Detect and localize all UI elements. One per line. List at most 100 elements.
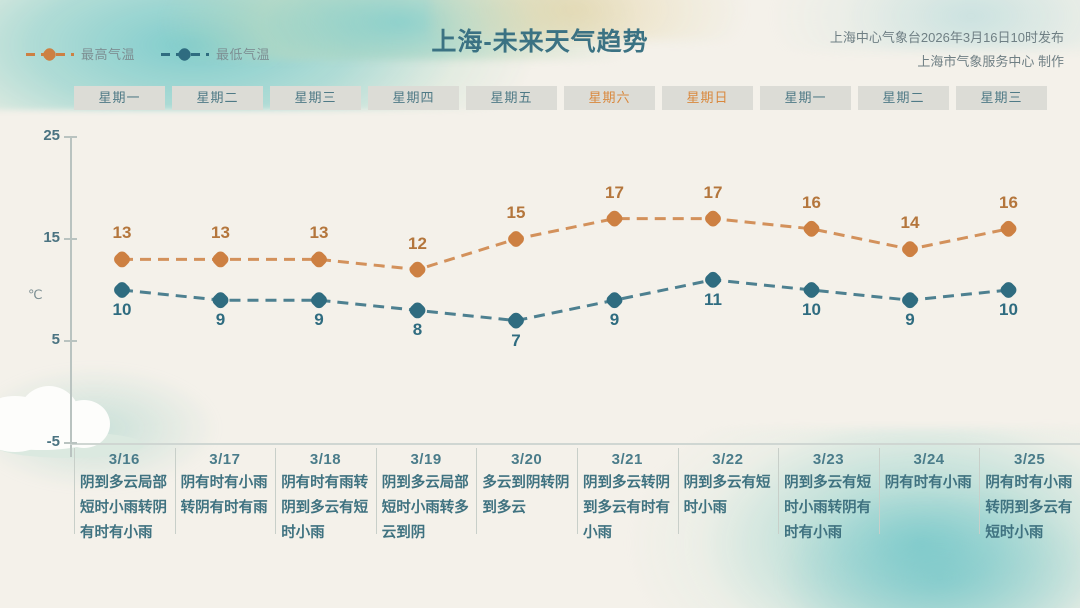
column-separator (375, 448, 377, 534)
series-line (122, 217, 1009, 272)
forecast-description: 阴到多云局部短时小雨转多云到阴 (381, 475, 469, 541)
column-separator (677, 448, 679, 534)
data-point-marker[interactable] (900, 290, 920, 310)
weekday-tab[interactable]: 星期五 (466, 86, 557, 110)
forecast-column: 3/19 阴到多云局部短时小雨转多云到阴 (375, 446, 477, 608)
x-axis-baseline (70, 443, 1080, 445)
column-separator (476, 448, 478, 534)
data-point-value: 10 (999, 300, 1018, 319)
data-point-marker[interactable] (210, 249, 230, 269)
forecast-description: 阴到多云转阴到多云有时有小雨 (582, 475, 670, 541)
forecast-date: 3/22 (712, 451, 744, 468)
forecast-description: 阴到多云有短时小雨 (683, 475, 771, 516)
weekday-tab[interactable]: 星期三 (270, 86, 361, 110)
data-point-marker[interactable] (900, 239, 920, 259)
data-point-marker[interactable] (407, 259, 427, 279)
data-point-marker[interactable] (801, 219, 821, 239)
forecast-column: 3/25 阴有时有小雨转阴到多云有短时小雨 (979, 446, 1080, 608)
data-point-marker[interactable] (998, 280, 1018, 300)
weekday-tab[interactable]: 星期一 (760, 86, 851, 110)
data-point-marker[interactable] (506, 229, 526, 249)
data-point-value: 16 (802, 192, 821, 212)
y-axis-tick-label: 5 (51, 331, 60, 348)
y-axis-tick-mark (64, 238, 77, 240)
data-point-marker[interactable] (703, 208, 723, 228)
data-point-value: 16 (999, 192, 1018, 212)
forecast-column: 3/24 阴有时有小雨 (878, 446, 980, 608)
legend-item-low: 最低气温 (161, 44, 270, 63)
chart-legend: 最高气温 最低气温 (26, 44, 270, 63)
y-axis-tick-mark (64, 136, 77, 138)
forecast-date: 3/25 (1014, 451, 1046, 468)
y-axis-tick-label: 25 (43, 127, 60, 144)
forecast-column: 3/21 阴到多云转阴到多云有时有小雨 (576, 446, 678, 608)
data-point-marker[interactable] (604, 208, 624, 228)
column-separator (74, 448, 75, 534)
weekday-tab[interactable]: 星期二 (858, 86, 949, 110)
forecast-column: 3/16 阴到多云局部短时小雨转阴有时有小雨 (74, 446, 175, 608)
data-point-value: 12 (408, 233, 427, 253)
temperature-chart: ℃ 25 15 5 -5 13 13 13 12 15 17 17 16 14 16 10 9 9 8 7 9 11 1… (0, 125, 1080, 457)
data-point-marker[interactable] (801, 280, 821, 300)
data-point-marker[interactable] (112, 280, 132, 300)
weekday-tab[interactable]: 星期日 (662, 86, 753, 110)
data-point-marker[interactable] (506, 310, 526, 330)
issuer-line-2: 上海市气象服务中心 制作 (917, 54, 1064, 69)
data-point-marker[interactable] (112, 249, 132, 269)
y-axis-line (70, 137, 72, 457)
issuer-line-1: 上海中心气象台2026年3月16日10时发布 (829, 30, 1064, 45)
y-axis-tick-mark (64, 340, 77, 342)
forecast-date: 3/21 (611, 451, 643, 468)
data-point-value: 17 (605, 182, 624, 202)
forecast-description: 阴有时有小雨转阴有时有雨 (180, 475, 268, 516)
data-point-marker[interactable] (604, 290, 624, 310)
y-axis-tick-label: -5 (46, 433, 60, 450)
column-separator (576, 448, 578, 534)
data-point-marker[interactable] (703, 270, 723, 290)
forecast-description: 阴有时有小雨 (884, 475, 972, 491)
forecast-date: 3/24 (913, 451, 945, 468)
data-point-marker[interactable] (309, 290, 329, 310)
data-point-value: 10 (112, 300, 132, 319)
forecast-column: 3/20 多云到阴转阴到多云 (476, 446, 577, 608)
data-point-marker[interactable] (309, 249, 329, 269)
forecast-date: 3/19 (410, 451, 442, 468)
forecast-column: 3/22 阴到多云有短时小雨 (677, 446, 779, 608)
forecast-column: 3/17 阴有时有小雨转阴有时有雨 (174, 446, 276, 608)
data-point-value: 9 (609, 310, 620, 330)
data-point-value: 13 (309, 223, 329, 243)
y-axis-unit-label: ℃ (28, 287, 43, 302)
y-axis-tick-label: 15 (43, 229, 60, 246)
forecast-description: 阴有时有雨转阴到多云有短时小雨 (281, 475, 369, 541)
forecast-column: 3/18 阴有时有雨转阴到多云有短时小雨 (275, 446, 376, 608)
weekday-tab[interactable]: 星期一 (74, 86, 165, 110)
legend-label-high: 最高气温 (81, 47, 136, 62)
data-point-value: 9 (215, 310, 226, 330)
weekday-tab[interactable]: 星期六 (564, 86, 655, 110)
weekday-tab[interactable]: 星期二 (172, 86, 263, 110)
forecast-date: 3/16 (108, 451, 140, 468)
data-point-value: 15 (506, 203, 526, 222)
data-point-marker[interactable] (407, 300, 427, 320)
data-point-marker[interactable] (998, 219, 1018, 239)
data-point-value: 9 (905, 310, 915, 330)
data-point-value: 9 (314, 310, 324, 330)
legend-label-low: 最低气温 (216, 47, 271, 62)
weekday-tab[interactable]: 星期四 (368, 86, 459, 110)
forecast-date: 3/23 (812, 451, 845, 468)
forecast-date: 3/17 (209, 451, 241, 468)
column-separator (275, 448, 277, 534)
column-separator (174, 448, 176, 534)
issuer-info: 上海中心气象台2026年3月16日10时发布 上海市气象服务中心 制作 (830, 26, 1064, 74)
forecast-date: 3/20 (511, 451, 543, 468)
data-point-value: 11 (704, 289, 722, 309)
forecast-date: 3/18 (309, 451, 342, 468)
data-point-value: 10 (802, 300, 821, 319)
data-point-value: 13 (211, 223, 230, 243)
page-title: 上海-未来天气趋势 (431, 28, 649, 56)
data-point-marker[interactable] (210, 290, 230, 310)
data-point-value: 17 (703, 182, 723, 202)
weekday-tab[interactable]: 星期三 (956, 86, 1047, 110)
forecast-description: 多云到阴转阴到多云 (482, 475, 570, 516)
